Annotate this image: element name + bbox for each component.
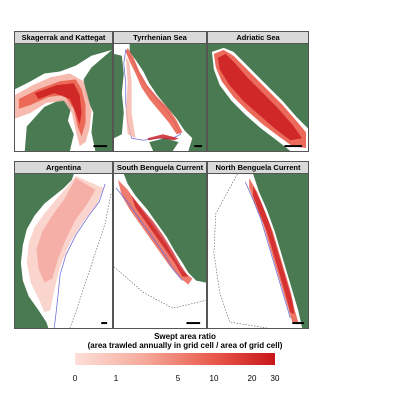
legend-tick-label: 30 — [270, 374, 280, 383]
trawl-core — [217, 53, 303, 141]
trawl-sicily — [147, 134, 179, 141]
panel-tyrrhenian: Tyrrhenian Sea — [113, 31, 207, 152]
legend-subtitle: (area trawled annually in grid cell / ar… — [87, 341, 283, 350]
trawl-core — [131, 195, 189, 277]
land-sardinia — [114, 53, 124, 139]
panel-adriatic: Adriatic Sea — [207, 31, 309, 152]
shelf-line — [53, 183, 106, 328]
eez-boundary — [114, 266, 206, 309]
map-tyrrhenian — [114, 44, 206, 151]
legend-tick-label: 0 — [72, 374, 78, 383]
scale-bar — [93, 145, 108, 148]
scale-bar — [292, 322, 305, 325]
panel-title: South Benguela Current — [114, 162, 206, 174]
trawl-area-mid — [36, 177, 96, 283]
legend-tick-label: 10 — [209, 374, 219, 383]
trawl-low — [125, 55, 136, 139]
trawl-area — [26, 175, 104, 313]
panel-south-benguela: South Benguela Current — [113, 161, 207, 329]
map-skagerrak — [15, 44, 112, 151]
eez-boundary — [213, 174, 267, 328]
land-sicily — [149, 138, 179, 151]
land-italy — [129, 44, 206, 151]
panel-title: Skagerrak and Kattegat — [15, 32, 112, 44]
legend-title: Swept area ratio — [154, 332, 216, 341]
scale-bar — [101, 322, 108, 325]
panel-title: Adriatic Sea — [208, 32, 308, 44]
trawl-core — [34, 83, 82, 125]
map-south-benguela — [114, 174, 206, 328]
land-argentina — [15, 174, 74, 328]
legend-tick-label: 1 — [113, 374, 119, 383]
trawl-area — [125, 47, 183, 135]
land-namibia — [253, 174, 308, 328]
scale-bar — [284, 145, 303, 148]
panel-skagerrak: Skagerrak and Kattegat — [14, 31, 113, 152]
panel-title: North Benguela Current — [208, 162, 308, 174]
eez-boundary — [69, 193, 112, 328]
trawl-core — [253, 185, 295, 315]
shelf-line — [115, 187, 183, 281]
map-adriatic — [208, 44, 308, 151]
panel-title: Tyrrhenian Sea — [114, 32, 206, 44]
scale-bar — [194, 145, 203, 148]
land-denmark — [24, 98, 74, 151]
land-south-africa — [123, 174, 206, 283]
map-argentina — [15, 174, 112, 328]
legend-tick-label: 20 — [247, 374, 257, 383]
panel-title: Argentina — [15, 162, 112, 174]
land-norway — [15, 44, 112, 90]
legend-tick-label: 5 — [175, 374, 181, 383]
panel-north-benguela: North Benguela Current — [207, 161, 309, 329]
land-sweden — [83, 49, 112, 151]
legend-colorbar — [75, 353, 275, 365]
map-north-benguela — [208, 174, 308, 328]
scale-bar — [186, 322, 201, 325]
panel-argentina: Argentina — [14, 161, 113, 329]
shelf-line — [244, 181, 291, 319]
